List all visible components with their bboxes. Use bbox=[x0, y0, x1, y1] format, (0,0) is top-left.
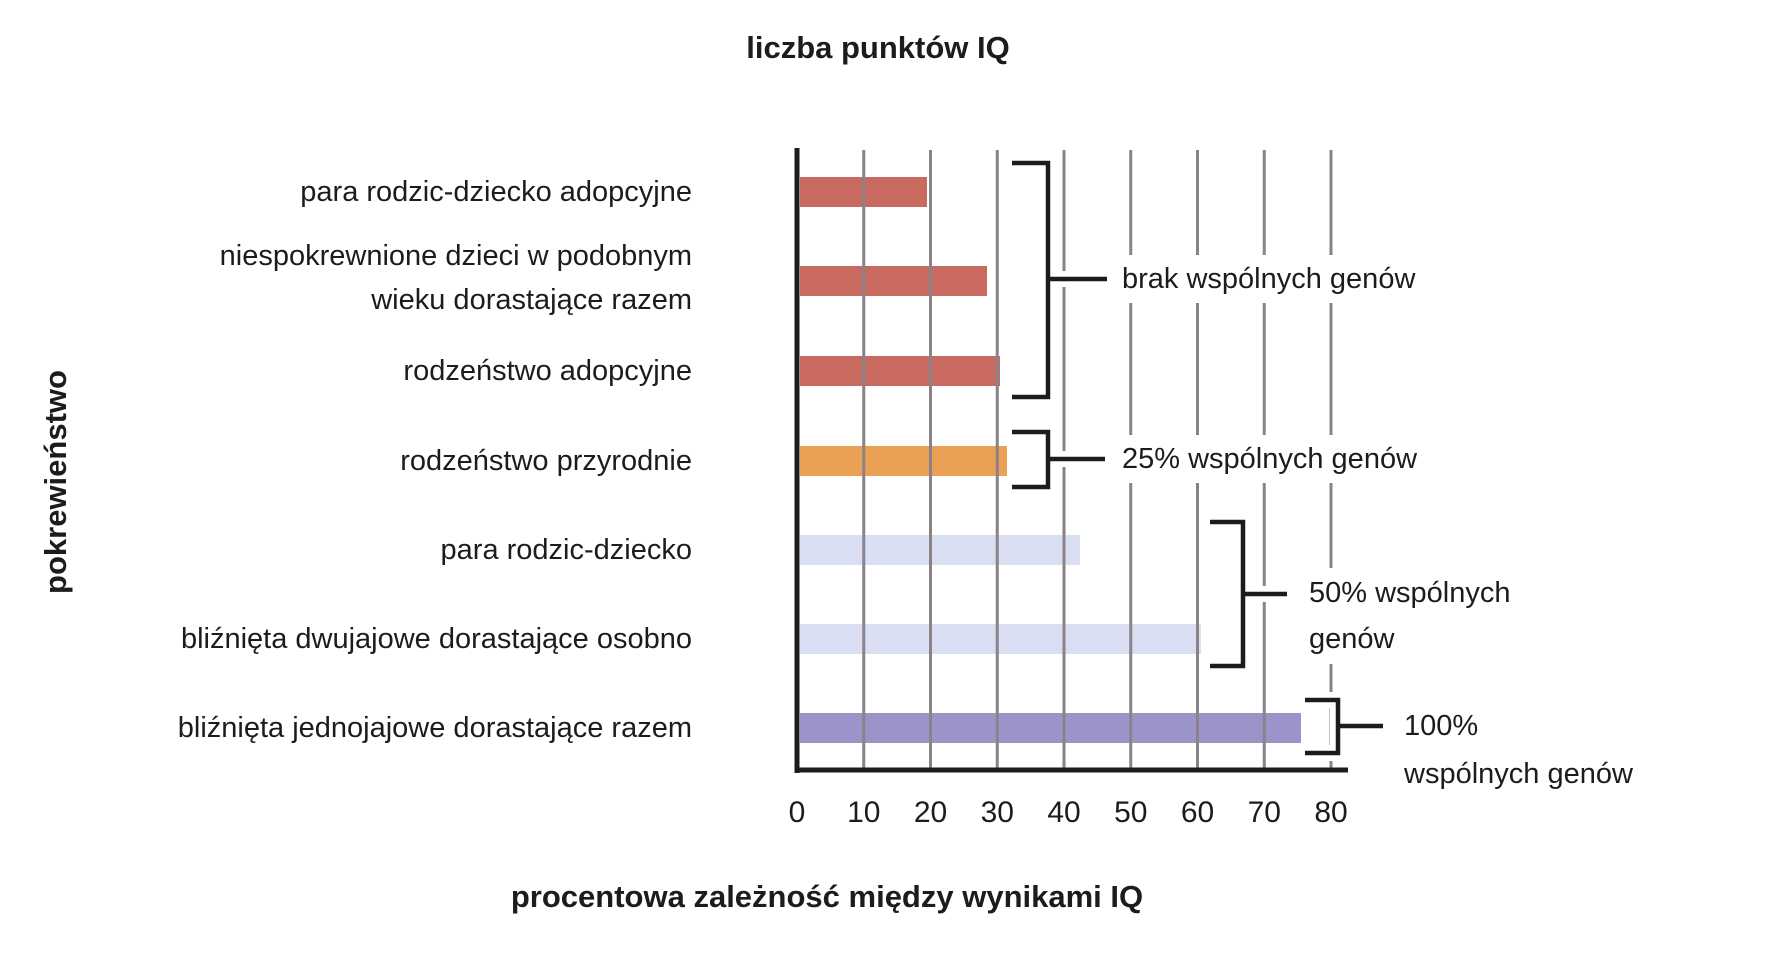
category-label-unrelated-children: niespokrewnione dzieci w podobnym wieku … bbox=[219, 240, 692, 316]
category-label-adoptive-siblings: rodzeństwo adopcyjne bbox=[403, 355, 692, 387]
bar-5 bbox=[800, 624, 1201, 654]
x-tick-label-0: 0 bbox=[788, 796, 806, 829]
bar-3 bbox=[800, 446, 1007, 476]
annotation-no-shared-genes: brak wspólnych genów bbox=[1112, 255, 1426, 303]
annotation-25pct-shared-genes: 25% wspólnych genów bbox=[1112, 435, 1428, 483]
category-label-adoptive-parent-child: para rodzic-dziecko adopcyjne bbox=[300, 176, 692, 208]
category-label-half-siblings: rodzeństwo przyrodnie bbox=[400, 445, 692, 477]
brackets bbox=[1012, 160, 1383, 756]
bar-1 bbox=[800, 266, 987, 296]
bar-6 bbox=[800, 713, 1301, 743]
category-label-identical-twins-together: bliźnięta jednojajowe dorastające razem bbox=[177, 712, 692, 744]
annotation-50pct-shared-genes: 50% wspólnych genów bbox=[1299, 568, 1521, 664]
x-tick-label-50: 50 bbox=[1114, 796, 1148, 829]
bracket-no-shared-genes bbox=[1012, 160, 1107, 400]
x-axis-title: procentowa zależność między wynikami IQ bbox=[510, 879, 1144, 914]
chart-title: liczba punktów IQ bbox=[746, 30, 1010, 65]
x-tick-label-10: 10 bbox=[847, 796, 881, 829]
category-label-parent-child: para rodzic-dziecko bbox=[440, 534, 692, 566]
bracket-25pct-shared-genes bbox=[1012, 429, 1105, 490]
x-tick-label-30: 30 bbox=[980, 796, 1014, 829]
bracket-50pct-shared-genes bbox=[1210, 519, 1287, 669]
axes bbox=[794, 148, 1348, 773]
x-tick-label-40: 40 bbox=[1047, 796, 1081, 829]
bar-4 bbox=[800, 535, 1080, 565]
x-tick-label-60: 60 bbox=[1180, 796, 1215, 829]
y-axis-title: pokrewieństwo bbox=[38, 370, 73, 594]
bar-2 bbox=[800, 356, 1000, 386]
x-tick-label-70: 70 bbox=[1247, 796, 1281, 829]
category-label-fraternal-twins-apart: bliźnięta dwujajowe dorastające osobno bbox=[180, 623, 692, 655]
annotation-100pct-shared-genes: 100% wspólnych genów bbox=[1394, 700, 1643, 800]
x-tick-label-80: 80 bbox=[1314, 796, 1348, 829]
bracket-100pct-shared-genes bbox=[1305, 697, 1383, 756]
x-tick-label-20: 20 bbox=[913, 796, 948, 829]
bars-layer bbox=[800, 177, 1301, 743]
